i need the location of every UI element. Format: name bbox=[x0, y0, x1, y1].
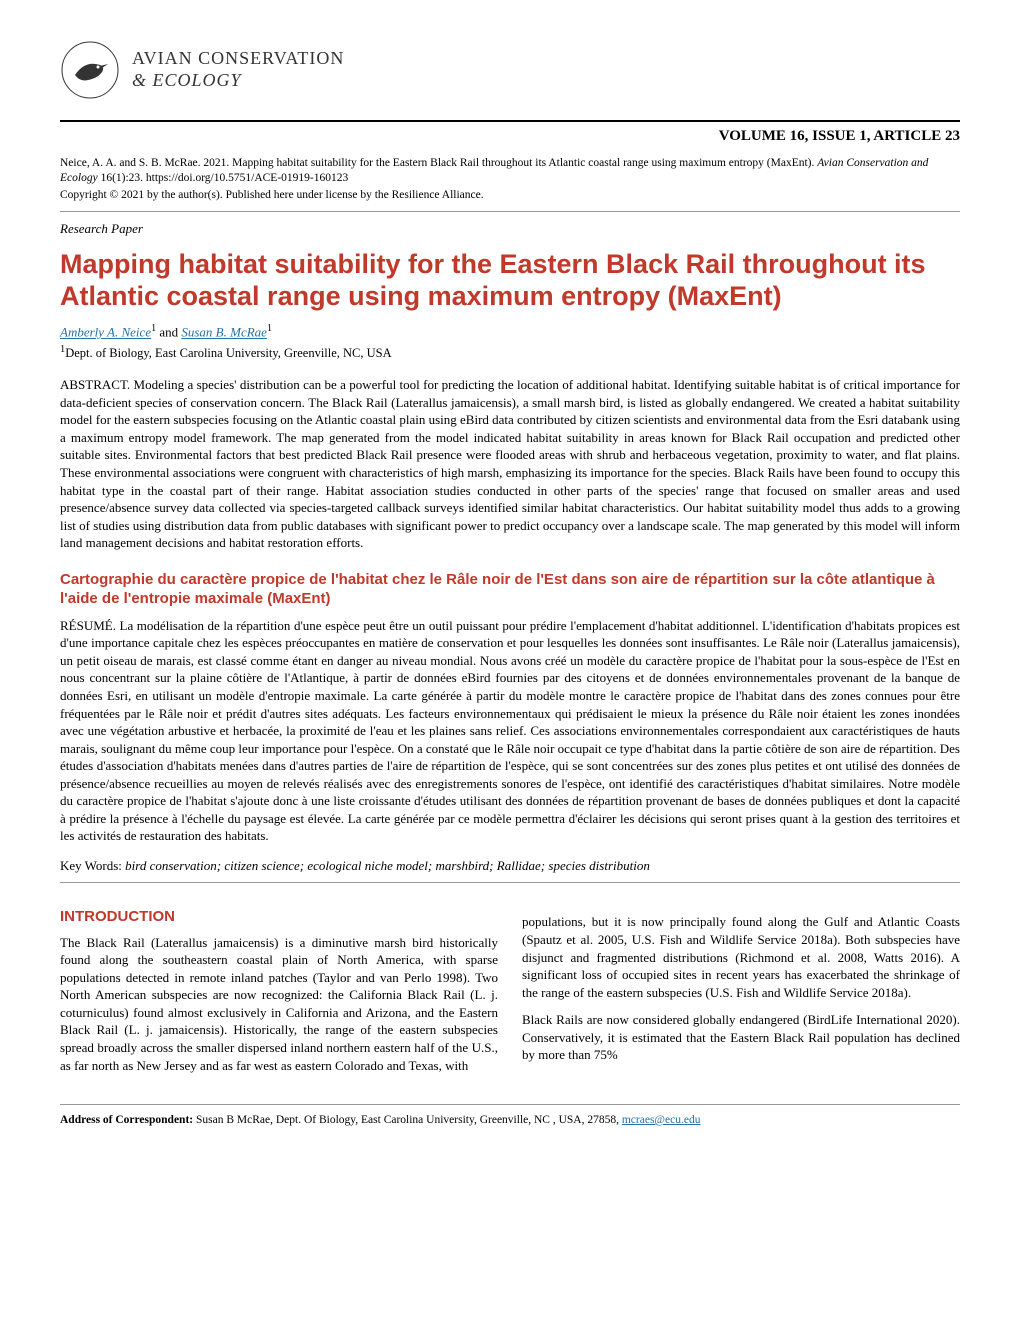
citation-prefix: Neice, A. A. and S. B. McRae. 2021. Mapp… bbox=[60, 157, 817, 169]
divider bbox=[60, 211, 960, 212]
correspondent-label: Address of Correspondent: bbox=[60, 1114, 196, 1126]
correspondent-email-link[interactable]: mcraes@ecu.edu bbox=[622, 1114, 701, 1126]
citation-suffix: 16(1):23. https://doi.org/10.5751/ACE-01… bbox=[98, 172, 349, 184]
author-1-link[interactable]: Amberly A. Neice bbox=[60, 325, 151, 340]
intro-col-right: populations, but it is now principally f… bbox=[522, 891, 960, 1074]
resume-label: RÉSUMÉ. bbox=[60, 618, 120, 633]
intro-col2-p1: populations, but it is now principally f… bbox=[522, 913, 960, 1001]
intro-col-left: INTRODUCTION The Black Rail (Laterallus … bbox=[60, 891, 498, 1074]
divider bbox=[60, 882, 960, 883]
abstract-label: ABSTRACT. bbox=[60, 377, 134, 392]
resume: RÉSUMÉ. La modélisation de la répartitio… bbox=[60, 617, 960, 845]
volume-issue-label: VOLUME 16, ISSUE 1, ARTICLE 23 bbox=[60, 120, 960, 146]
logo-line-1: AVIAN CONSERVATION bbox=[132, 48, 344, 70]
abstract: ABSTRACT. Modeling a species' distributi… bbox=[60, 376, 960, 551]
journal-logo: AVIAN CONSERVATION & ECOLOGY bbox=[60, 40, 960, 100]
author-list: Amberly A. Neice1 and Susan B. McRae1 bbox=[60, 322, 960, 341]
keywords-label: Key Words: bbox=[60, 858, 125, 873]
footer-divider bbox=[60, 1104, 960, 1105]
author-2-sup: 1 bbox=[267, 323, 272, 334]
french-title: Cartographie du caractère propice de l'h… bbox=[60, 570, 960, 609]
affiliation: 1Dept. of Biology, East Carolina Univers… bbox=[60, 343, 960, 362]
intro-col2-p2: Black Rails are now considered globally … bbox=[522, 1011, 960, 1064]
intro-col1-text: The Black Rail (Laterallus jamaicensis) … bbox=[60, 934, 498, 1074]
correspondent-text: Susan B McRae, Dept. Of Biology, East Ca… bbox=[196, 1114, 622, 1126]
keywords-list: bird conservation; citizen science; ecol… bbox=[125, 858, 650, 873]
citation-line: Neice, A. A. and S. B. McRae. 2021. Mapp… bbox=[60, 156, 960, 186]
author-and: and bbox=[156, 325, 181, 340]
logo-line-2: & ECOLOGY bbox=[132, 70, 344, 92]
keywords: Key Words: bird conservation; citizen sc… bbox=[60, 857, 960, 875]
affiliation-text: Dept. of Biology, East Carolina Universi… bbox=[65, 346, 391, 360]
bird-logo-icon bbox=[60, 40, 120, 100]
resume-body: La modélisation de la répartition d'une … bbox=[60, 618, 960, 844]
journal-name: AVIAN CONSERVATION & ECOLOGY bbox=[132, 48, 344, 91]
author-2-link[interactable]: Susan B. McRae bbox=[181, 325, 267, 340]
paper-title: Mapping habitat suitability for the East… bbox=[60, 248, 960, 313]
copyright-line: Copyright © 2021 by the author(s). Publi… bbox=[60, 188, 960, 203]
correspondent-line: Address of Correspondent: Susan B McRae,… bbox=[60, 1113, 960, 1129]
intro-heading: INTRODUCTION bbox=[60, 907, 498, 927]
intro-columns: INTRODUCTION The Black Rail (Laterallus … bbox=[60, 891, 960, 1074]
abstract-body: Modeling a species' distribution can be … bbox=[60, 377, 960, 550]
paper-type-label: Research Paper bbox=[60, 220, 960, 238]
